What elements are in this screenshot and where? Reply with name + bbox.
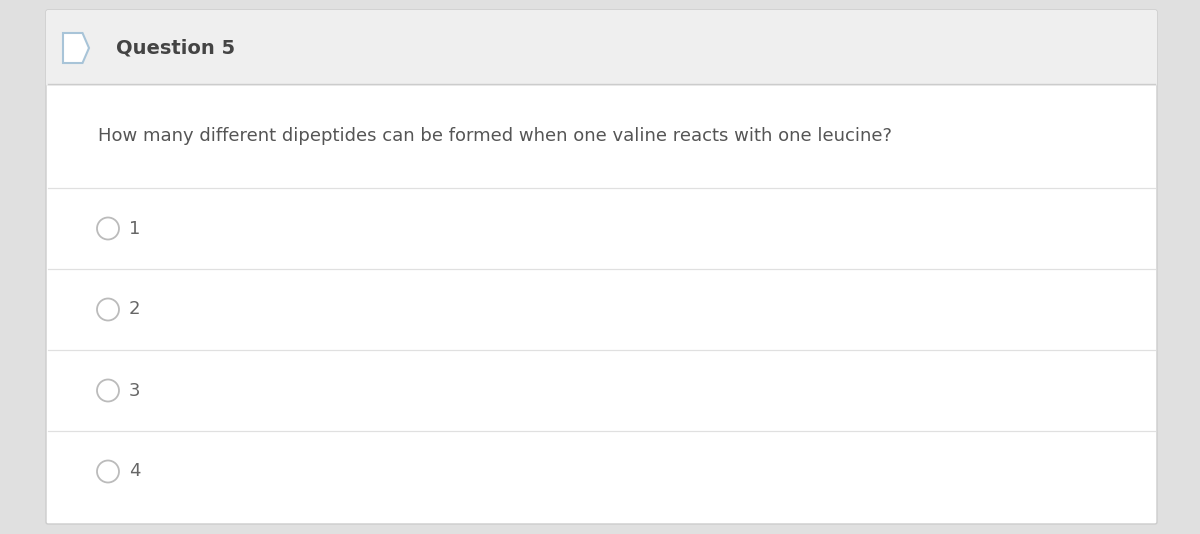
FancyBboxPatch shape [46,10,1157,524]
Polygon shape [64,33,89,63]
Text: 2: 2 [130,301,140,318]
Bar [48,48,1154,84]
Text: 1: 1 [130,219,140,238]
Text: Question 5: Question 5 [116,38,235,58]
Text: How many different dipeptides can be formed when one valine reacts with one leuc: How many different dipeptides can be for… [98,127,892,145]
Text: 3: 3 [130,381,140,399]
Text: 4: 4 [130,462,140,481]
FancyBboxPatch shape [46,10,1157,86]
